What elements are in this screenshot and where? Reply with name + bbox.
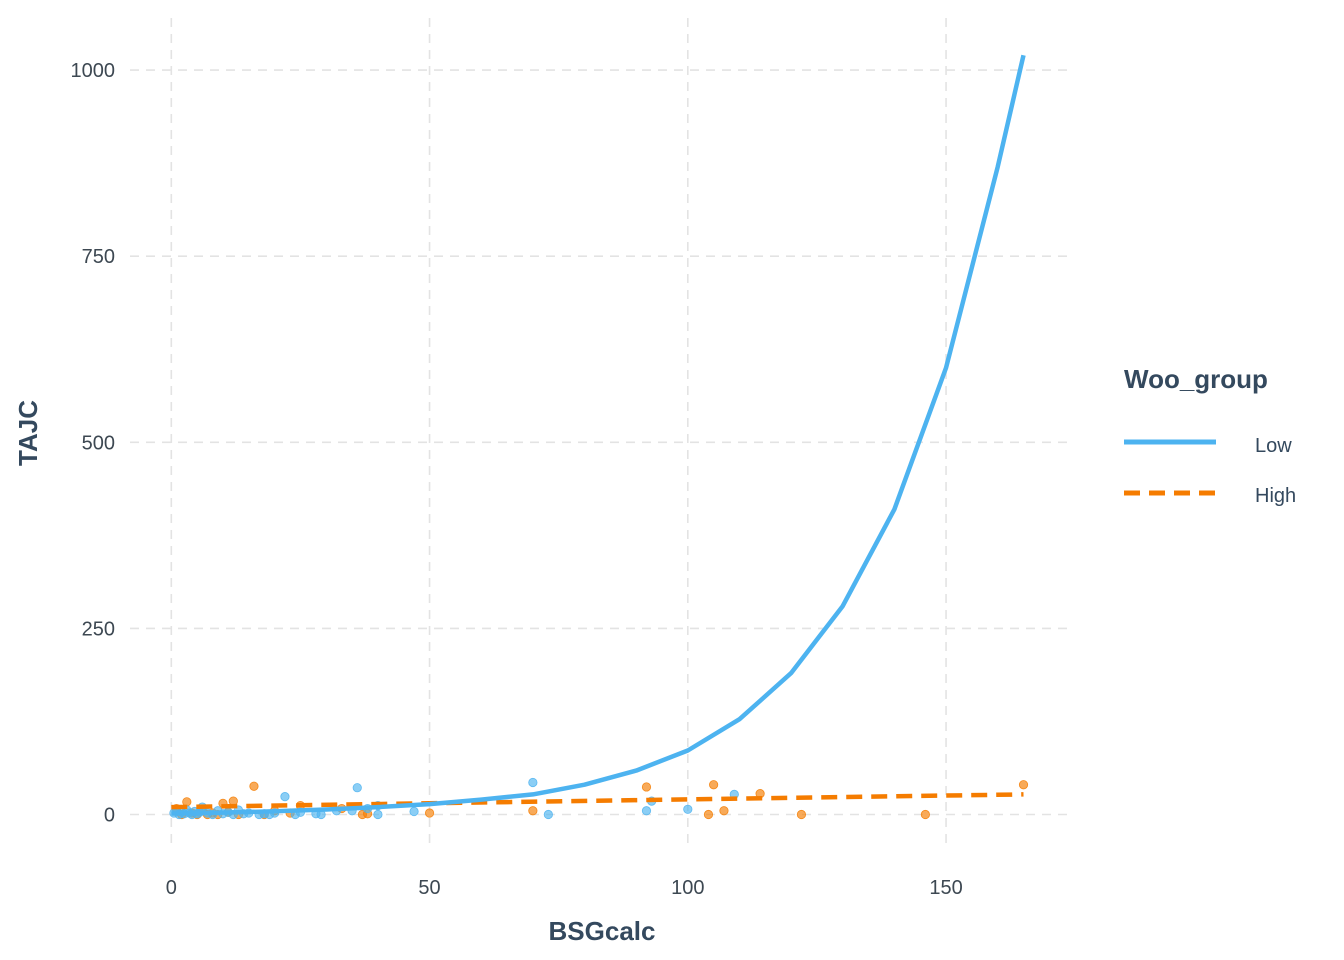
point-high-29: [920, 809, 930, 820]
point-high-30: [1018, 780, 1029, 790]
y-tick-label-0: 0: [104, 805, 115, 827]
legend: Woo_group Low High: [1124, 364, 1296, 507]
fit-line-low: [171, 54, 1026, 816]
point-low-41: [683, 804, 693, 814]
tick-labels: 0 50 100 150 0 250 500 750 1000: [71, 60, 963, 899]
y-tick-label-2: 500: [82, 432, 115, 454]
grid-lines: [130, 18, 1070, 848]
point-high-28: [796, 809, 807, 820]
x-tick-label-2: 100: [671, 877, 704, 899]
legend-label-high: High: [1255, 485, 1296, 507]
x-axis-title: BSGcalc: [549, 916, 656, 946]
fit-line-high: [171, 792, 1024, 810]
point-high-21: [424, 808, 435, 818]
point-low-35: [373, 809, 383, 820]
y-tick-label-4: 1000: [71, 60, 116, 82]
point-low-38: [543, 809, 553, 820]
point-low-25: [280, 792, 290, 802]
point-low-39: [641, 806, 652, 816]
point-high-24: [703, 809, 714, 820]
point-high-26: [719, 806, 729, 816]
y-tick-label-1: 250: [82, 618, 115, 640]
point-high-22: [528, 806, 538, 816]
x-tick-label-3: 150: [929, 877, 962, 899]
fit-lines: [171, 54, 1026, 816]
point-low-32: [352, 783, 362, 793]
x-tick-label-0: 0: [166, 877, 177, 899]
legend-label-low: Low: [1255, 435, 1292, 457]
point-low-36: [409, 806, 419, 817]
legend-title: Woo_group: [1124, 364, 1268, 394]
point-low-37: [528, 777, 538, 788]
point-high-13: [249, 781, 259, 791]
y-axis-title: TAJC: [13, 400, 43, 466]
point-high-23: [641, 782, 652, 792]
y-tick-label-3: 750: [82, 246, 115, 268]
point-high-25: [709, 780, 719, 790]
x-tick-label-1: 50: [418, 877, 440, 899]
